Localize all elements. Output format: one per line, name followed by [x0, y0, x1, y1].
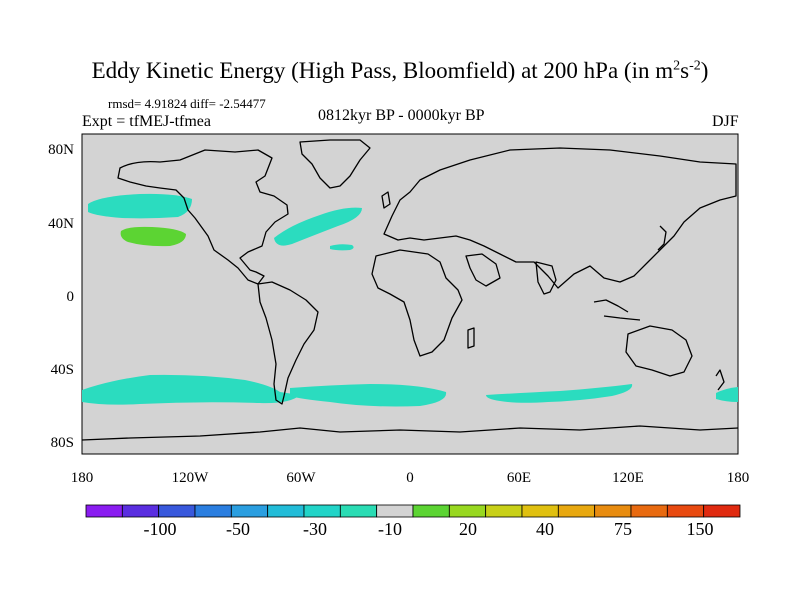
lon-label-60w: 60W [286, 470, 316, 486]
colorbar-swatch [267, 504, 305, 518]
colorbar-swatch [230, 504, 269, 518]
colorbar-label: -10 [378, 519, 402, 539]
coast-india [535, 261, 557, 295]
colorbar-swatch [194, 504, 232, 518]
lon-label-180w: 180 [70, 470, 94, 486]
colorbar-swatch [630, 504, 668, 518]
lat-label-80s: 80S [50, 435, 74, 451]
colorbar-swatch [158, 504, 196, 518]
colorbar-label: -50 [226, 519, 250, 539]
colorbar-label: 20 [459, 519, 477, 539]
colorbar-swatch [703, 504, 741, 518]
coast-arabia [465, 253, 501, 287]
colorbar-swatch [594, 504, 632, 518]
colorbar-swatch [521, 504, 559, 518]
lon-label-180e: 180 [726, 470, 750, 486]
plot-title: Eddy Kinetic Energy (High Pass, Bloomfie… [91, 58, 709, 83]
time-period-label: 0812kyr BP - 0000kyr BP [318, 107, 485, 124]
anomaly-region-npacific-band [88, 193, 192, 219]
coast-japan [657, 225, 667, 251]
season-label: DJF [712, 113, 739, 130]
colorbar-label: 150 [686, 519, 714, 539]
coast-antarctica [81, 425, 739, 441]
coast-australia [625, 325, 693, 377]
anomaly-region-southern-band-west [82, 374, 300, 405]
lat-label-40n: 40N [48, 216, 74, 232]
lat-label-40s: 40S [50, 362, 74, 378]
anomaly-region-npacific-positive [120, 226, 186, 247]
lon-label-120w: 120W [171, 470, 209, 486]
anomaly-region-southern-band-atlantic [290, 384, 447, 407]
anomaly-region-natlantic-small [330, 244, 354, 251]
colorbar-swatch [339, 504, 378, 518]
anomaly-fields [82, 193, 738, 407]
lon-label-0: 0 [406, 470, 414, 486]
coast-indonesia [593, 299, 641, 321]
colorbar-swatch [303, 504, 341, 518]
colorbar-label: 75 [614, 519, 632, 539]
colorbar-swatch [121, 504, 160, 518]
coast-britain [381, 191, 391, 209]
coast-greenland [299, 139, 371, 189]
coast-north-america [117, 149, 289, 285]
experiment-label: Expt = tfMEJ-tfmea [82, 113, 211, 130]
colorbar-swatch [376, 504, 414, 518]
lat-label-80n: 80N [48, 142, 74, 158]
colorbar [85, 504, 741, 518]
rmsd-diff-stats: rmsd= 4.91824 diff= -2.54477 [108, 96, 266, 111]
coastlines [81, 139, 739, 441]
colorbar-swatch [412, 504, 450, 518]
anomaly-region-southern-band-east [716, 387, 738, 402]
anomaly-region-southern-band-indian [486, 384, 633, 403]
lat-label-0: 0 [66, 289, 75, 305]
colorbar-swatch [557, 504, 596, 518]
coast-africa [371, 249, 463, 357]
colorbar-label: -30 [303, 519, 327, 539]
lon-label-60e: 60E [506, 470, 532, 486]
colorbar-swatch [448, 504, 487, 518]
anomaly-region-natlantic-band [274, 207, 362, 246]
colorbar-swatch [485, 504, 523, 518]
coast-eurasia [383, 147, 737, 289]
colorbar-swatch [85, 504, 123, 518]
colorbar-label: -100 [143, 519, 177, 539]
lon-label-120e: 120E [612, 470, 644, 486]
coast-madagascar [467, 327, 475, 349]
coast-south-america [257, 281, 319, 405]
colorbar-label: 40 [536, 519, 554, 539]
colorbar-swatch [666, 504, 705, 518]
coast-new-zealand [715, 369, 725, 391]
